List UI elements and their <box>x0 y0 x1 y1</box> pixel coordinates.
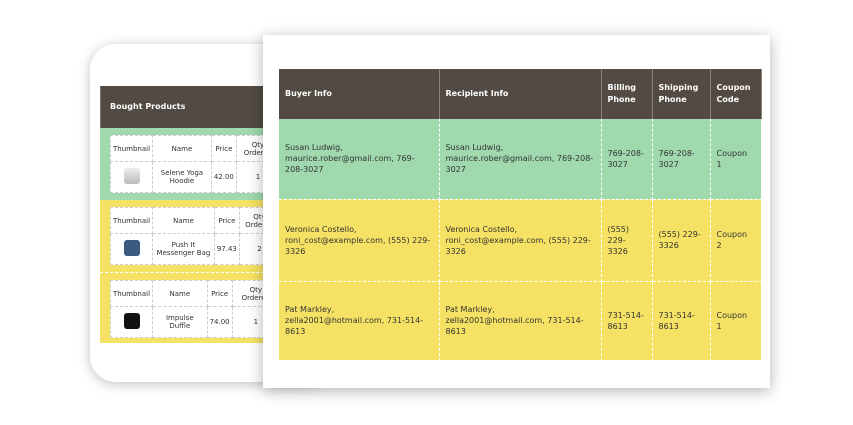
product-group: Thumbnail Name Price Qty Ordered Push It Me… <box>100 200 330 343</box>
col-price: Price <box>213 207 240 234</box>
coupon-code: Coupon 2 <box>710 199 762 282</box>
product-table: Thumbnail Name Price Qty Ordered Push It Me… <box>109 207 281 265</box>
product-table: Thumbnail Name Price Qty Ordered Selene Yog… <box>109 135 281 193</box>
shipping-phone: 731-514-8613 <box>652 281 711 361</box>
shipping-phone: (555) 229-3326 <box>652 199 711 282</box>
coupon-code: Coupon 1 <box>710 119 762 200</box>
divider <box>100 272 330 273</box>
col-name: Name <box>152 135 212 162</box>
bag-icon <box>123 240 140 256</box>
table-row: Pat Markley, zella2001@hotmail.com, 731-… <box>279 281 762 361</box>
product-price: 42.00 <box>210 161 237 193</box>
orders-table: Buyer Info Recipient Info Billing Phone … <box>279 69 762 361</box>
col-billing-phone: Billing Phone <box>601 69 653 119</box>
recipient-info: Susan Ludwig, maurice.rober@gmail.com, 7… <box>439 119 602 200</box>
col-name: Name <box>152 280 208 307</box>
col-price: Price <box>206 280 233 307</box>
col-buyer-info: Buyer Info <box>279 69 440 119</box>
person-icon <box>123 168 140 184</box>
col-shipping-phone: Shipping Phone <box>652 69 711 119</box>
recipient-info: Pat Markley, zella2001@hotmail.com, 731-… <box>439 281 602 361</box>
product-name: Push It Messenger Bag <box>152 233 215 265</box>
product-name: Selene Yoga Hoodie <box>152 161 212 193</box>
recipient-info: Veronica Costello, roni_cost@example.com… <box>439 199 602 282</box>
col-coupon-code: Coupon Code <box>710 69 762 119</box>
product-name: Impulse Duffle <box>152 306 208 338</box>
col-thumbnail: Thumbnail <box>109 280 154 307</box>
table-row: Veronica Costello, roni_cost@example.com… <box>279 199 762 282</box>
col-recipient-info: Recipient Info <box>439 69 602 119</box>
col-thumbnail: Thumbnail <box>109 135 154 162</box>
header-row: Buyer Info Recipient Info Billing Phone … <box>279 69 762 119</box>
billing-phone: (555) 229-3326 <box>601 199 653 282</box>
buyer-info: Susan Ludwig, maurice.rober@gmail.com, 7… <box>279 119 440 200</box>
buyer-info: Pat Markley, zella2001@hotmail.com, 731-… <box>279 281 440 361</box>
orders-card: Buyer Info Recipient Info Billing Phone … <box>263 35 770 388</box>
buyer-info: Veronica Costello, roni_cost@example.com… <box>279 199 440 282</box>
coupon-code: Coupon 1 <box>710 281 762 361</box>
billing-phone: 731-514-8613 <box>601 281 653 361</box>
product-price: 74.00 <box>206 306 233 338</box>
col-thumbnail: Thumbnail <box>109 207 154 234</box>
shipping-phone: 769-208-3027 <box>652 119 711 200</box>
table-row: Susan Ludwig, maurice.rober@gmail.com, 7… <box>279 119 762 200</box>
billing-phone: 769-208-3027 <box>601 119 653 200</box>
duffle-icon <box>123 313 140 329</box>
product-table: Thumbnail Name Price Qty Ordered Impulse Du… <box>109 280 281 338</box>
product-price: 97.43 <box>213 233 240 265</box>
col-price: Price <box>210 135 237 162</box>
col-name: Name <box>152 207 215 234</box>
